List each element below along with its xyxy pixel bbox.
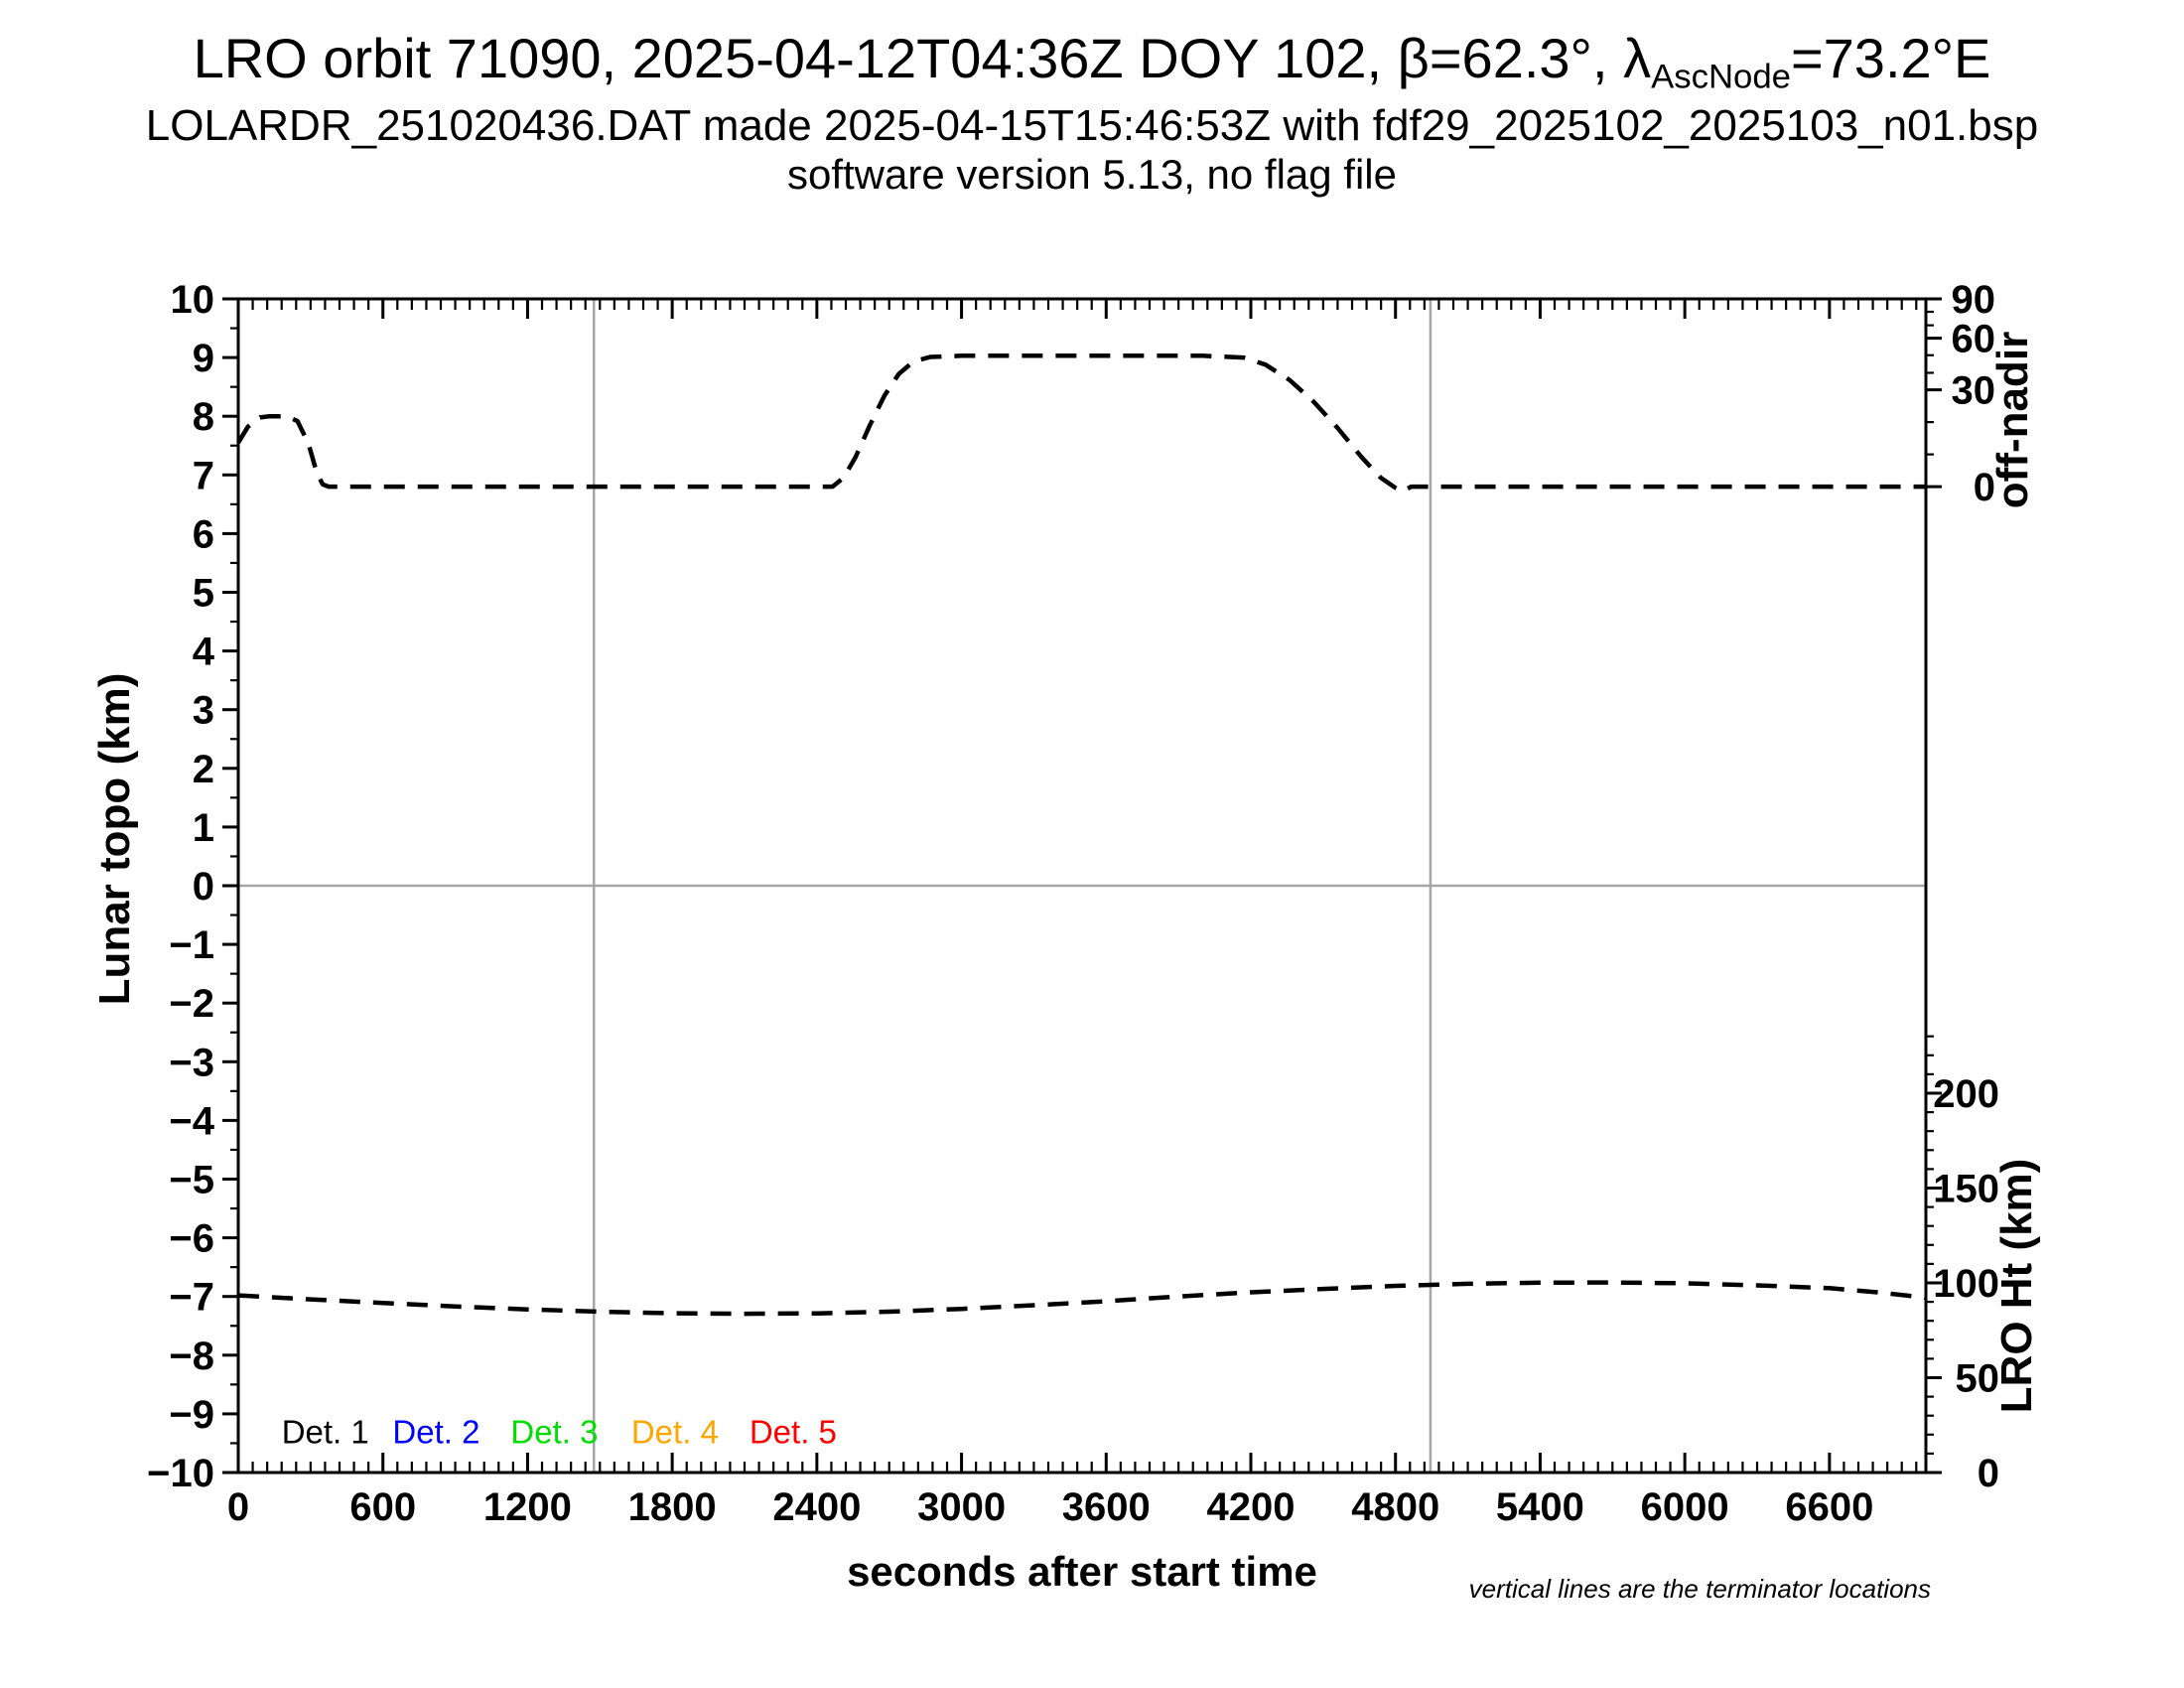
terminator-footnote: vertical lines are the terminator locati… — [1468, 1574, 1931, 1604]
y-left-tick-label: 4 — [193, 631, 215, 674]
y-left-tick-label: −7 — [169, 1276, 214, 1320]
y-left-tick-label: −8 — [169, 1335, 214, 1378]
x-tick-label: 0 — [227, 1485, 249, 1529]
y-left-tick-label: 1 — [193, 806, 214, 850]
x-tick-label: 4200 — [1207, 1485, 1296, 1529]
plot-subtitle-filename: LOLARDR_251020436.DAT made 2025-04-15T15… — [145, 101, 2039, 150]
x-axis-title: seconds after start time — [847, 1548, 1317, 1595]
x-tick-label: 6000 — [1641, 1485, 1729, 1529]
x-tick-label: 5400 — [1496, 1485, 1584, 1529]
off-nadir-tick-label: 30 — [1952, 369, 1996, 413]
y-left-tick-label: −9 — [169, 1393, 214, 1437]
legend-item-2: Det. 2 — [392, 1413, 479, 1450]
y-left-tick-label: 3 — [193, 689, 214, 733]
y-left-axis-title: Lunar topo (km) — [90, 673, 139, 1006]
y-left-tick-label: 0 — [193, 865, 214, 909]
legend-item-4: Det. 4 — [631, 1413, 719, 1450]
y-left-tick-label: 6 — [193, 512, 214, 556]
off-nadir-tick-label: 60 — [1952, 318, 1996, 361]
y-left-tick-label: −1 — [169, 923, 214, 967]
x-tick-label: 1200 — [483, 1485, 572, 1529]
y-left-tick-label: 8 — [193, 395, 214, 439]
plot-title-text: LRO orbit 71090, 2025-04-12T04:36Z DOY 1… — [193, 27, 1652, 89]
legend-item-5: Det. 5 — [750, 1413, 837, 1450]
y-left-tick-label: −4 — [169, 1099, 214, 1143]
x-tick-label: 2400 — [772, 1485, 861, 1529]
plot-subtitle-version: software version 5.13, no flag file — [786, 151, 1397, 198]
x-tick-label: 4800 — [1351, 1485, 1439, 1529]
y-left-tick-label: −2 — [169, 982, 214, 1026]
lro-ht-axis-title: LRO Ht (km) — [1992, 1159, 2041, 1414]
y-left-tick-label: −5 — [169, 1159, 214, 1202]
plot-title-suffix: =73.2°E — [1790, 27, 1991, 89]
x-tick-label: 3000 — [917, 1485, 1006, 1529]
y-left-tick-label: 9 — [193, 337, 214, 380]
legend-item-3: Det. 3 — [510, 1413, 598, 1450]
off-nadir-curve — [236, 353, 1926, 494]
off-nadir-tick-label: 0 — [1974, 466, 1995, 509]
lro-ht-tick-label: 50 — [1956, 1356, 2000, 1400]
y-left-tick-label: −10 — [147, 1452, 214, 1495]
lro-ht-tick-label: 0 — [1978, 1452, 1999, 1495]
y-left-tick-label: 5 — [193, 572, 214, 616]
y-left-tick-label: −3 — [169, 1041, 214, 1084]
plot-title-subscript: AscNode — [1651, 58, 1791, 96]
lro-ht-tick-label: 200 — [1933, 1072, 1999, 1116]
x-tick-label: 3600 — [1062, 1485, 1151, 1529]
legend-item-1: Det. 1 — [282, 1413, 369, 1450]
x-tick-label: 1800 — [628, 1485, 717, 1529]
x-tick-label: 6600 — [1785, 1485, 1873, 1529]
lro-ht-tick-label: 100 — [1933, 1262, 1999, 1306]
plot-title: LRO orbit 71090, 2025-04-12T04:36Z DOY 1… — [0, 26, 2184, 96]
off-nadir-axis-title: off-nadir — [1988, 332, 2037, 508]
y-left-tick-label: −6 — [169, 1217, 214, 1261]
lro-height-curve — [237, 1280, 1927, 1317]
x-tick-label: 600 — [349, 1485, 416, 1529]
y-left-tick-label: 7 — [193, 454, 214, 497]
off-nadir-tick-label: 90 — [1952, 278, 1996, 322]
y-left-tick-label: 2 — [193, 748, 214, 791]
y-left-tick-label: 10 — [171, 278, 215, 322]
lro-ht-tick-label: 150 — [1933, 1167, 1999, 1210]
